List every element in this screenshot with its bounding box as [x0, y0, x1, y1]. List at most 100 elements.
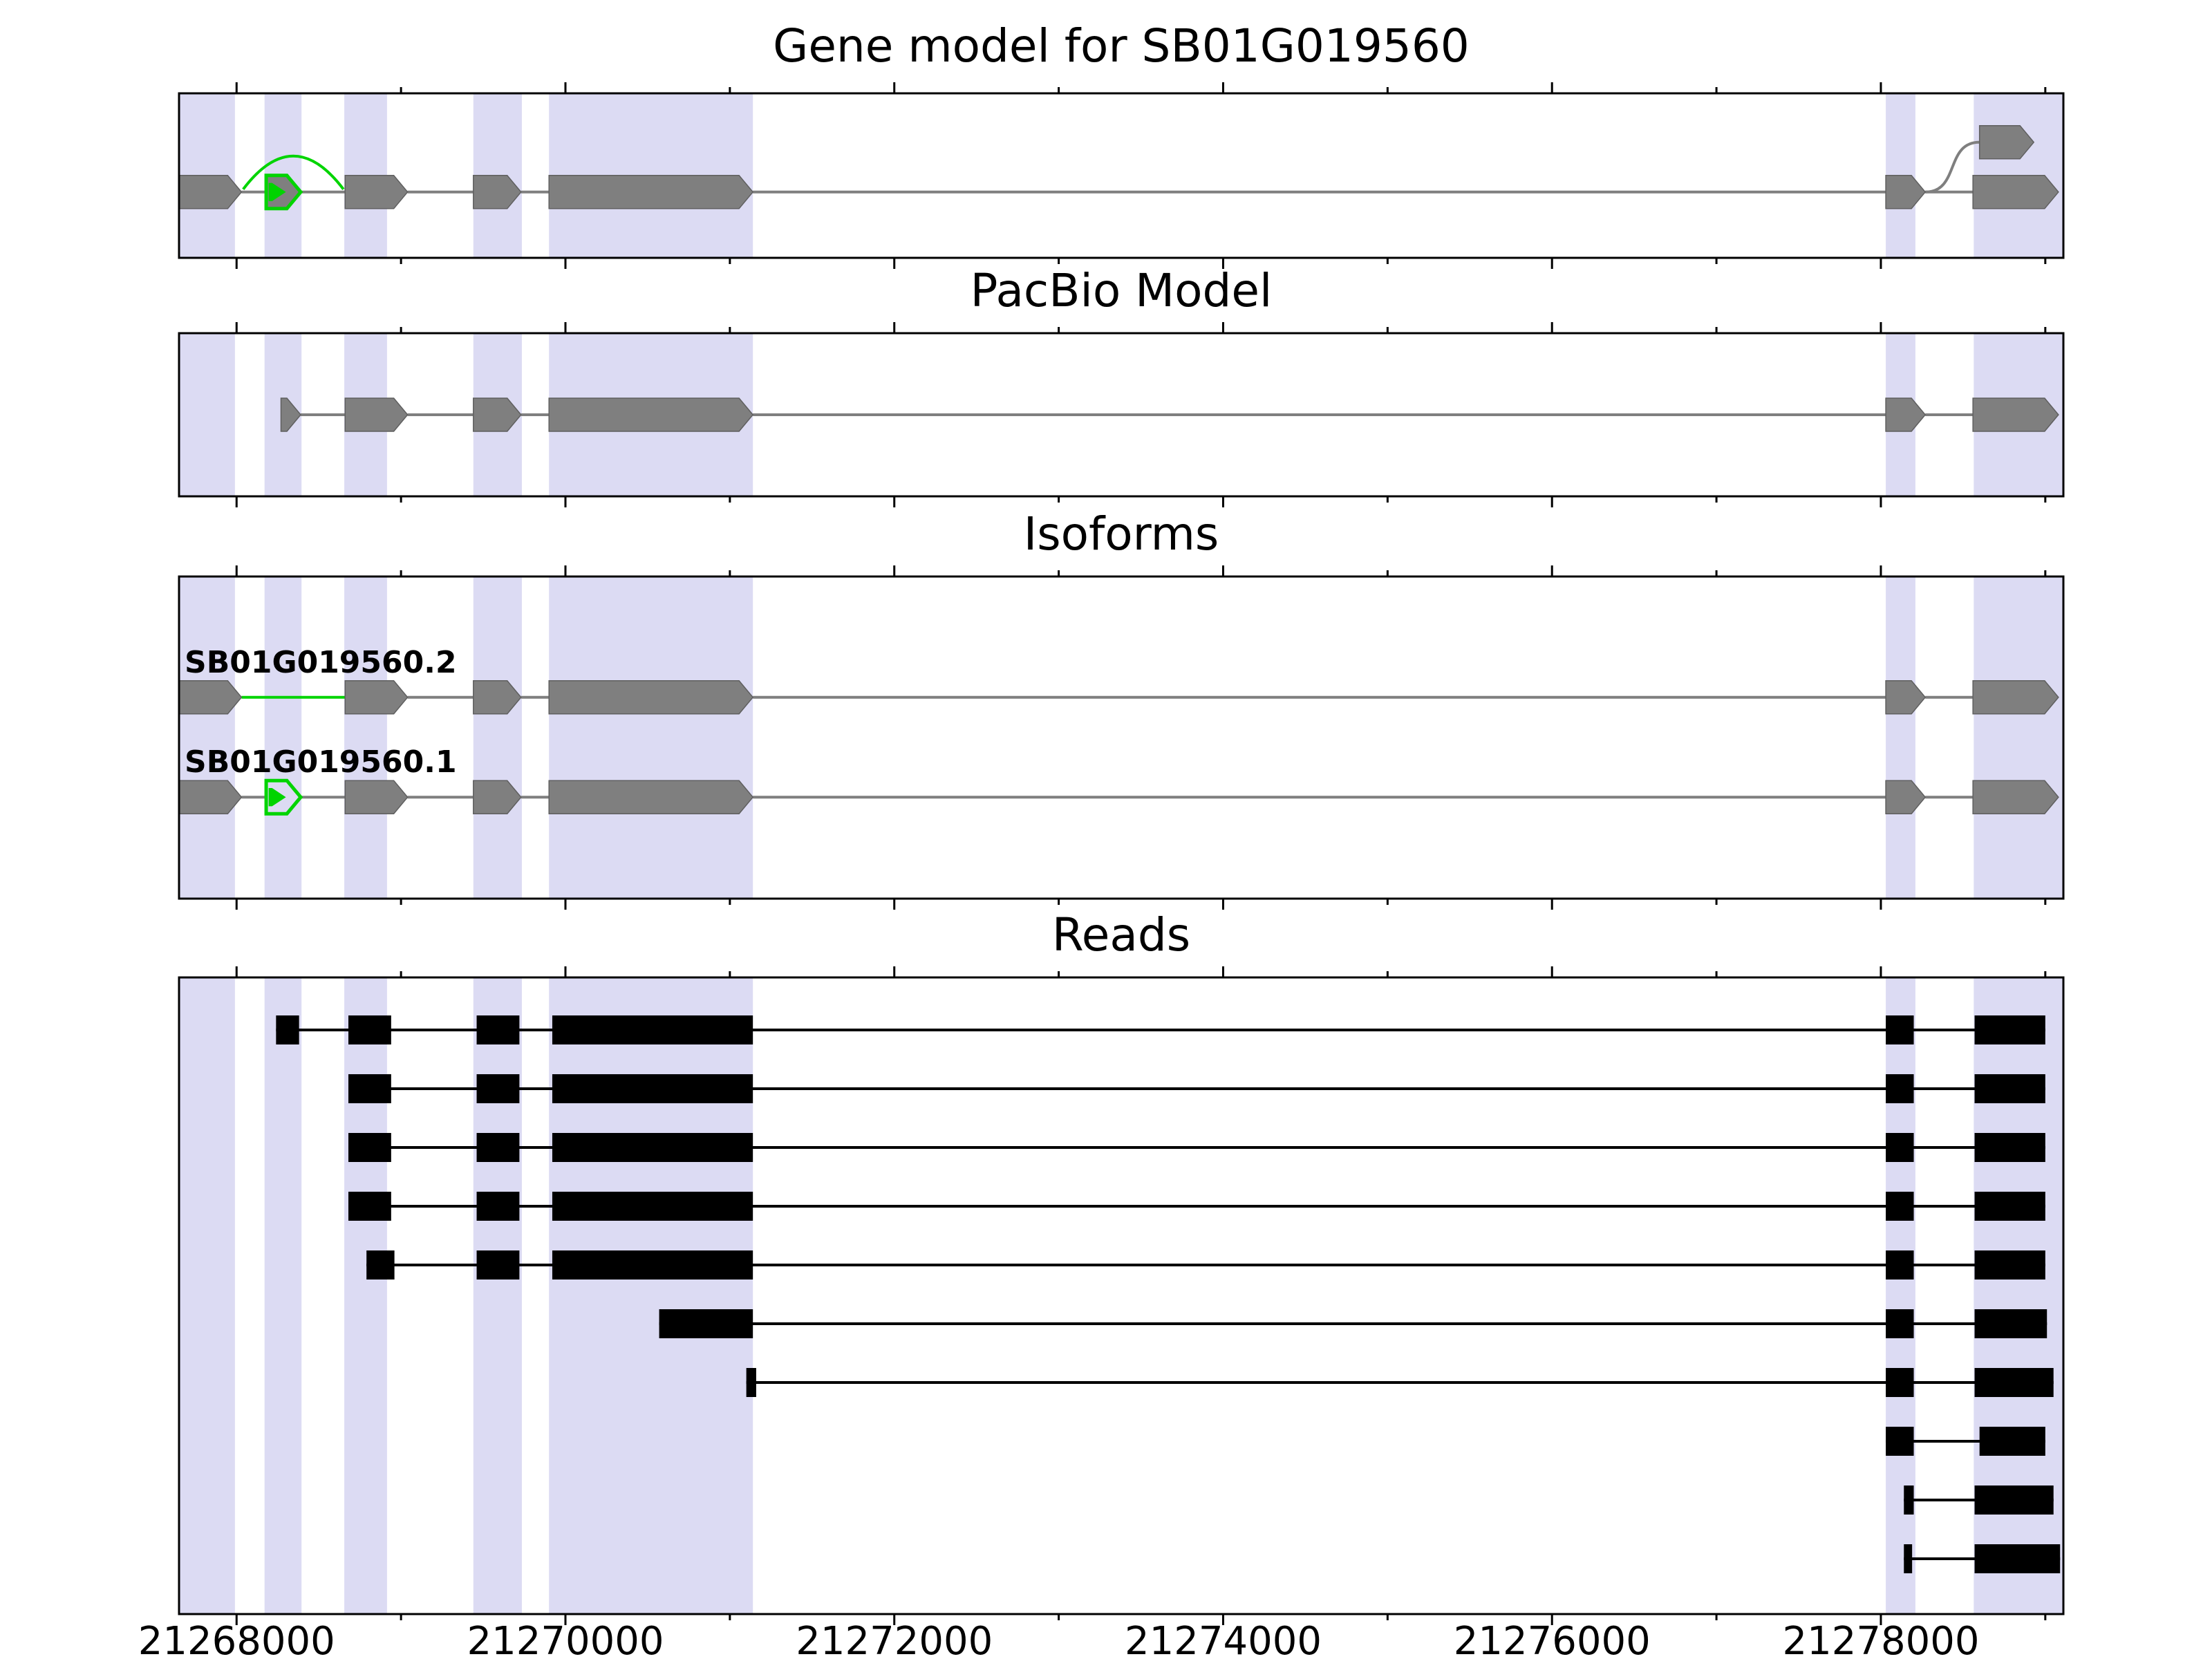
panel-title-pacbio-model: PacBio Model: [970, 264, 1273, 317]
read-block: [1974, 1250, 2045, 1280]
panel-reads: [178, 966, 2065, 1625]
highlight-region: [179, 333, 235, 496]
highlight-region: [473, 577, 522, 899]
exon: [1885, 175, 1927, 209]
highlight-region: [1974, 577, 2063, 899]
highlight-region: [1886, 977, 1915, 1614]
x-tick-label: 21270000: [467, 1619, 664, 1659]
exon: [548, 780, 754, 814]
exon: [344, 680, 409, 715]
read-block: [1886, 1192, 1914, 1221]
exon: [1972, 397, 2059, 432]
exon: [344, 175, 409, 209]
read-block: [1904, 1485, 1914, 1515]
read-block: [476, 1250, 520, 1280]
exon: [178, 680, 243, 715]
exon: [344, 780, 409, 814]
exon-green-outline: [264, 174, 303, 211]
read-block: [366, 1250, 395, 1280]
panel-border: [178, 976, 2065, 1615]
exon: [1978, 125, 2035, 160]
panel-title-gene-model: Gene model for SB01G019560: [773, 19, 1470, 73]
panel-isoforms: SB01G019560.2 SB01G019560.1: [178, 565, 2065, 910]
highlight-region: [549, 977, 753, 1614]
read-block: [476, 1015, 520, 1044]
highlight-region: [549, 577, 753, 899]
exon: [473, 175, 522, 209]
read-block: [1974, 1309, 2047, 1338]
read-block: [1974, 1074, 2045, 1103]
panel-title-isoforms: Isoforms: [1023, 507, 1219, 561]
read-block: [552, 1133, 753, 1162]
read-block: [1974, 1192, 2045, 1221]
exon-green-solid: [268, 182, 286, 201]
read-block: [476, 1192, 520, 1221]
read-block: [1886, 1427, 1914, 1456]
highlight-region: [264, 977, 302, 1614]
read-block: [1974, 1485, 2054, 1515]
exon: [1972, 780, 2059, 814]
isoform-label: SB01G019560.1: [185, 744, 457, 780]
exon: [1972, 175, 2059, 209]
highlight-region: [1974, 977, 2063, 1614]
exon: [280, 397, 302, 432]
exon: [1885, 780, 1927, 814]
read-block: [552, 1015, 753, 1044]
exon: [548, 680, 754, 715]
exon: [178, 780, 243, 814]
read-block: [476, 1074, 520, 1103]
panel-title-reads: Reads: [1051, 908, 1191, 962]
highlight-region: [179, 577, 235, 899]
exon: [1972, 680, 2059, 715]
read-block: [348, 1015, 391, 1044]
exon: [548, 175, 754, 209]
exon: [1885, 397, 1927, 432]
panel-pacbio-model: [178, 322, 2065, 507]
read-block: [276, 1015, 299, 1044]
highlight-region: [344, 977, 387, 1614]
x-tick-label: 21278000: [1782, 1619, 1980, 1659]
exon: [473, 780, 522, 814]
read-block: [1886, 1074, 1914, 1103]
exon: [473, 680, 522, 715]
highlight-region: [264, 577, 302, 899]
exon: [178, 175, 243, 209]
exon: [473, 397, 522, 432]
read-block: [1886, 1015, 1914, 1044]
read-block: [1886, 1368, 1914, 1397]
exon: [344, 397, 409, 432]
read-block: [348, 1192, 391, 1221]
panel-border: [178, 575, 2065, 900]
read-block: [552, 1192, 753, 1221]
highlight-region: [344, 577, 387, 899]
highlight-region: [1886, 577, 1915, 899]
isoform-label: SB01G019560.2: [185, 645, 457, 680]
x-tick-label: 21272000: [796, 1619, 993, 1659]
x-tick-label: 21276000: [1453, 1619, 1651, 1659]
read-block: [552, 1074, 753, 1103]
exon: [548, 397, 754, 432]
read-block: [659, 1309, 753, 1338]
read-block: [1974, 1368, 2054, 1397]
read-block: [1904, 1544, 1913, 1573]
read-block: [1886, 1133, 1914, 1162]
read-block: [1979, 1427, 2045, 1456]
highlight-region: [473, 977, 522, 1614]
read-block: [1974, 1015, 2045, 1044]
read-block: [348, 1074, 391, 1103]
panel-gene-model: [178, 82, 2065, 269]
read-block: [1974, 1544, 2061, 1573]
read-block: [746, 1368, 756, 1397]
exon: [1885, 680, 1927, 715]
x-tick-label: 21268000: [138, 1619, 335, 1659]
green-splice-arc: [242, 155, 345, 191]
splice-curve: [1925, 140, 1980, 194]
read-block: [1886, 1309, 1914, 1338]
exon-green-outline: [264, 778, 303, 816]
x-axis-tick-labels: 21268000 21270000 21272000 21274000 21276000…: [0, 1619, 2212, 1659]
read-block: [1886, 1250, 1914, 1280]
read-block: [1974, 1133, 2045, 1162]
read-block: [348, 1133, 391, 1162]
